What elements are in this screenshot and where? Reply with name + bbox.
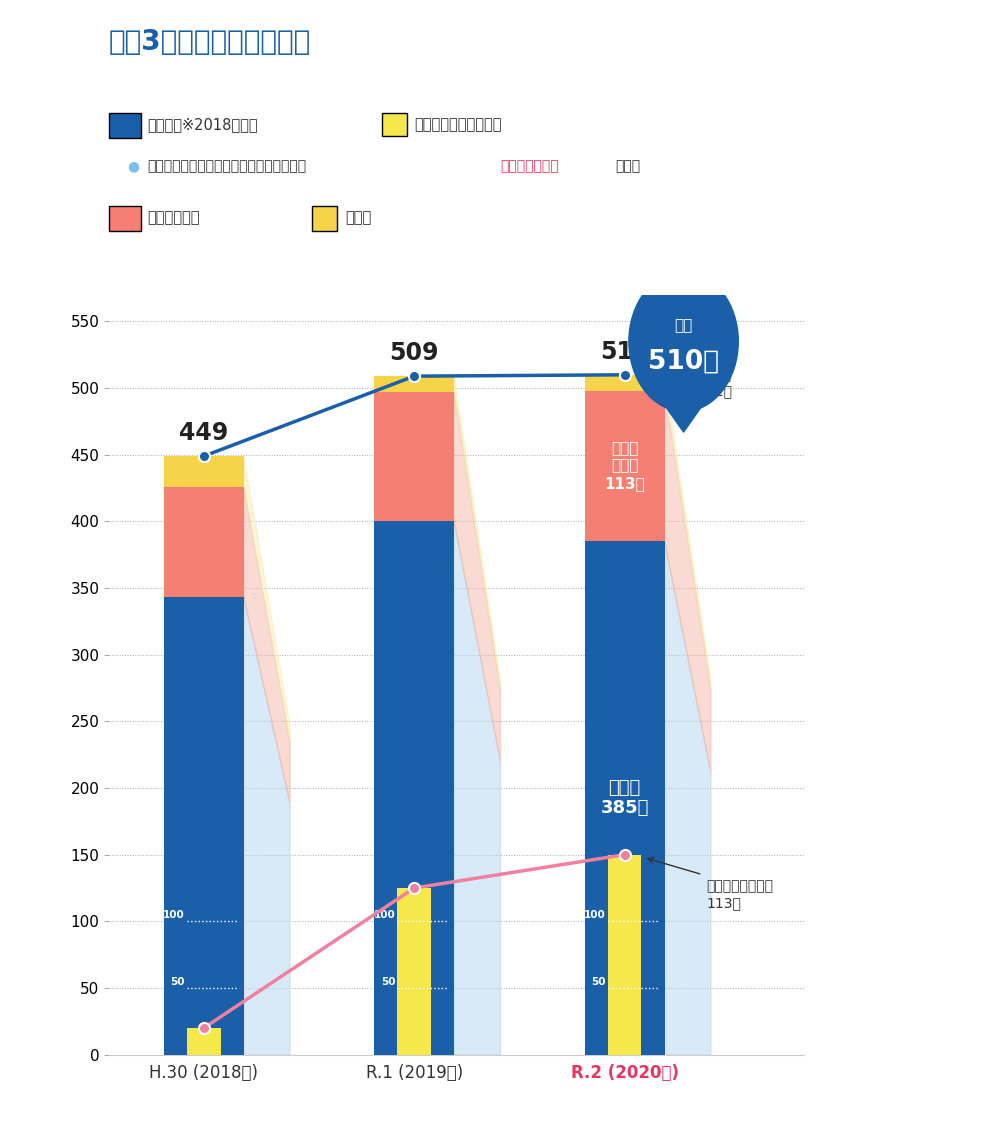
Bar <box>164 598 244 1055</box>
Bar <box>187 1027 220 1055</box>
Polygon shape <box>454 392 501 761</box>
Text: 50: 50 <box>381 976 396 987</box>
Polygon shape <box>665 391 711 772</box>
Text: その他: その他 <box>345 210 371 226</box>
Text: 総数: 総数 <box>675 318 692 333</box>
Text: 50: 50 <box>171 976 185 987</box>
Text: 多焦点眼内レンズ
113件: 多焦点眼内レンズ 113件 <box>706 880 774 909</box>
Text: 白内障　※2018年より: 白内障 ※2018年より <box>147 117 258 133</box>
Polygon shape <box>454 522 501 1055</box>
Bar <box>164 456 244 486</box>
Bar <box>164 486 244 598</box>
Bar <box>584 391 665 541</box>
Ellipse shape <box>629 271 738 412</box>
Polygon shape <box>667 408 700 432</box>
Bar <box>608 855 642 1055</box>
Text: です。: です。 <box>615 160 640 174</box>
Text: ●: ● <box>127 160 139 174</box>
Text: 509: 509 <box>390 341 439 365</box>
Polygon shape <box>244 598 290 1055</box>
Text: 硝子体注入術: 硝子体注入術 <box>147 210 199 226</box>
Bar <box>374 522 454 1055</box>
Text: 449: 449 <box>180 422 228 446</box>
Text: 100: 100 <box>163 909 185 920</box>
Bar <box>398 888 432 1055</box>
Text: 多焦点眼内レンズ含む: 多焦点眼内レンズ含む <box>415 117 502 133</box>
Polygon shape <box>665 541 711 1055</box>
Text: 多焦点眼内レンズは、遠くと近くが見える: 多焦点眼内レンズは、遠くと近くが見える <box>147 160 306 174</box>
Text: 510: 510 <box>600 340 650 364</box>
Text: 白内障
385件: 白内障 385件 <box>600 779 649 818</box>
Polygon shape <box>454 376 501 691</box>
Text: 過去3年間の手術統計推移: 過去3年間の手術統計推移 <box>109 28 311 57</box>
Bar <box>374 392 454 522</box>
Polygon shape <box>665 375 711 689</box>
Text: 50: 50 <box>591 976 606 987</box>
Polygon shape <box>244 456 290 743</box>
Text: 100: 100 <box>584 909 606 920</box>
Polygon shape <box>244 486 290 803</box>
Bar <box>584 541 665 1055</box>
Text: その他
12件: その他 12件 <box>706 367 733 398</box>
Text: 遠近両用レンズ: 遠近両用レンズ <box>500 160 558 174</box>
Bar <box>374 376 454 392</box>
Bar <box>584 375 665 391</box>
Text: 硝子体
注入術
113件: 硝子体 注入術 113件 <box>604 441 645 491</box>
Text: 510件: 510件 <box>648 348 719 374</box>
Text: 100: 100 <box>374 909 396 920</box>
